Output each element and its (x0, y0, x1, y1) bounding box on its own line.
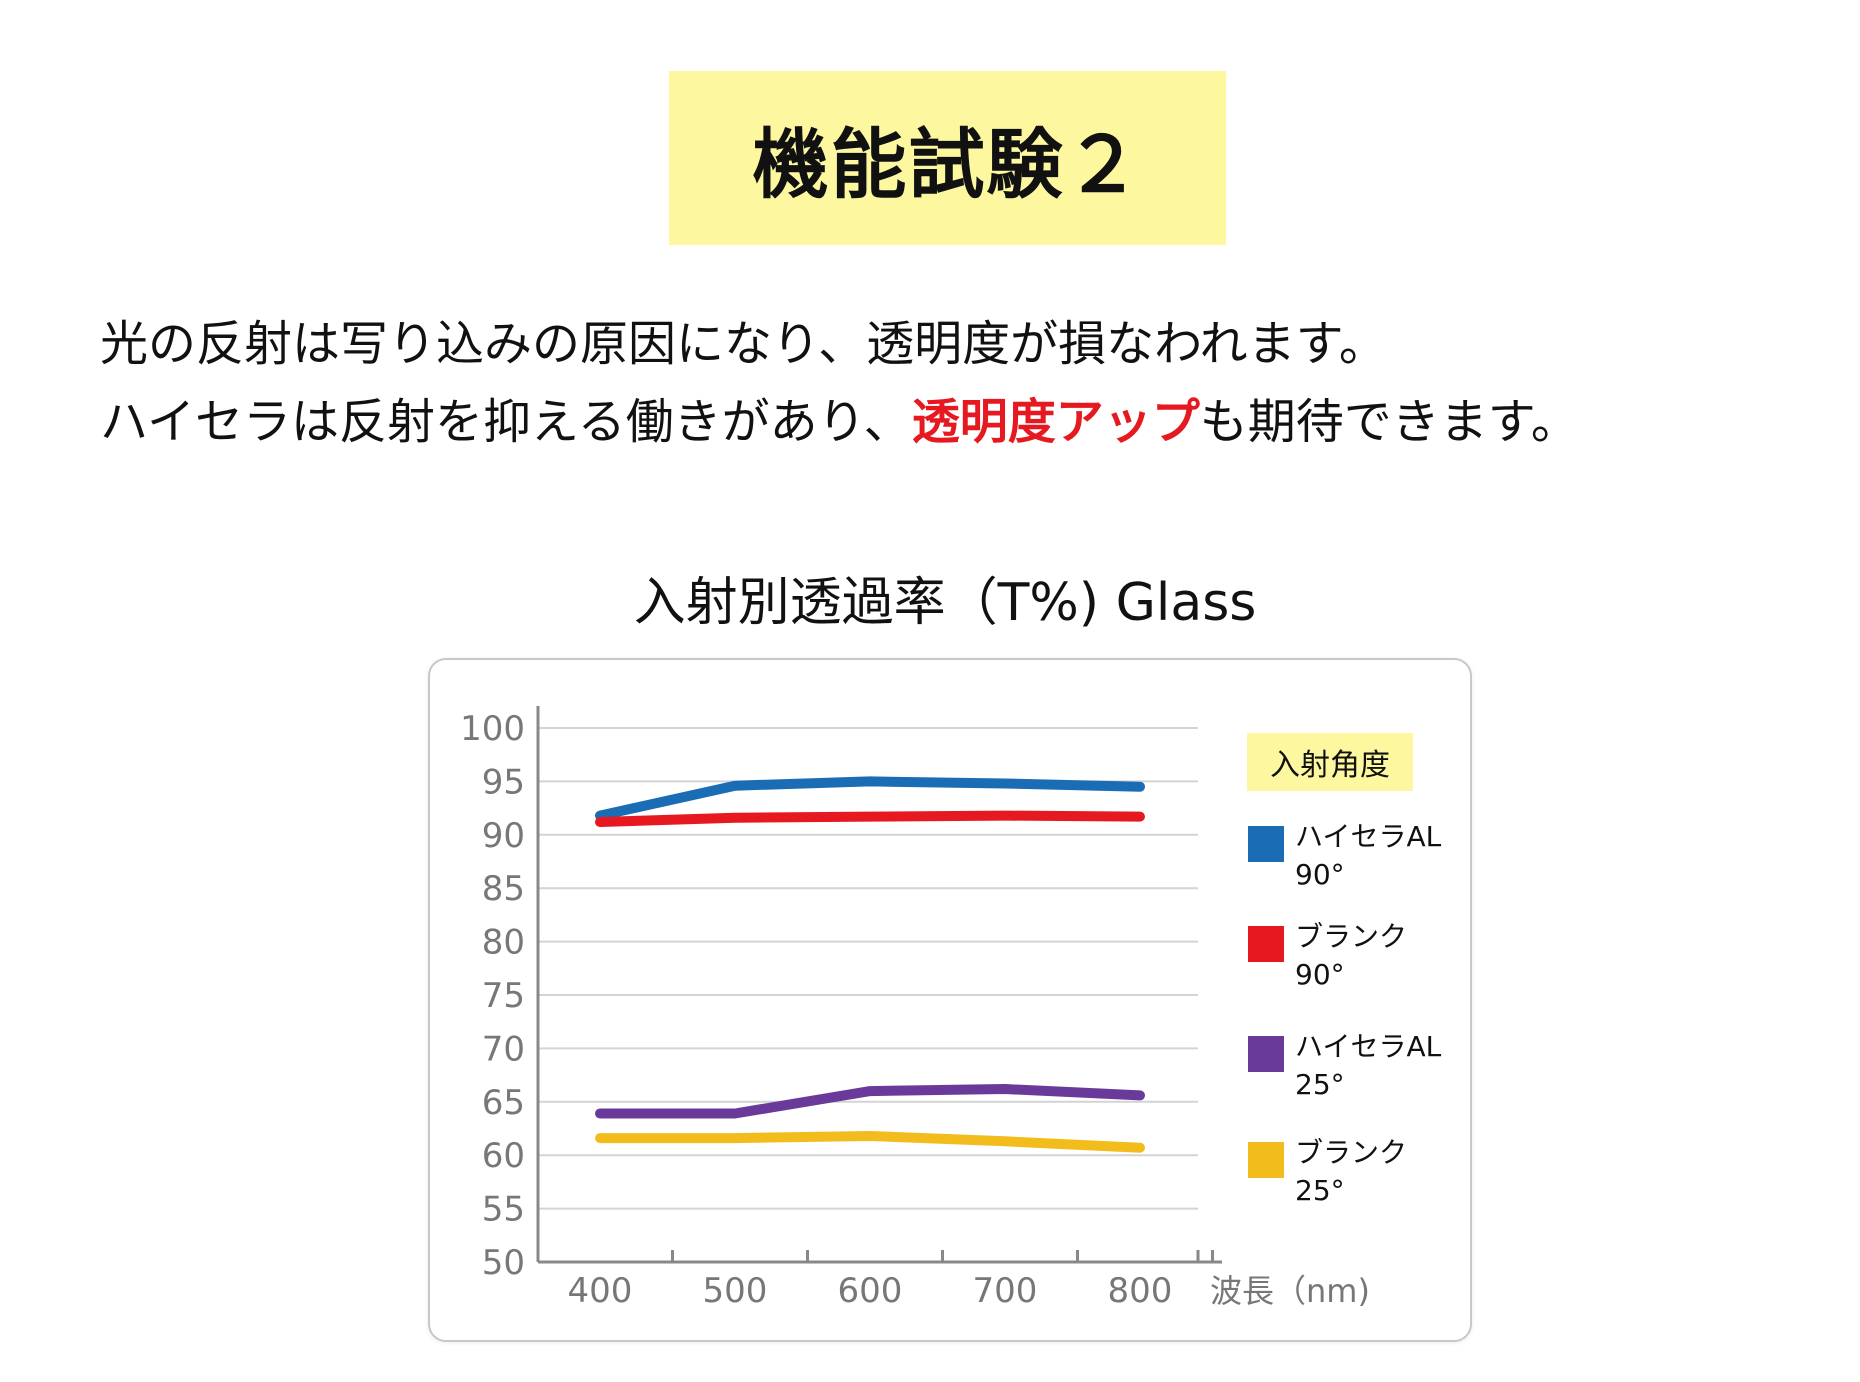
x-tick-label: 600 (838, 1271, 903, 1311)
y-tick-label: 50 (482, 1243, 525, 1283)
y-tick-label: 95 (482, 762, 525, 802)
legend-name-3: ハイセラAL (1295, 1030, 1442, 1063)
y-tick-label: 100 (460, 709, 525, 749)
y-tick-label: 60 (482, 1136, 525, 1176)
x-tick-label: 400 (568, 1271, 633, 1311)
legend-swatch-1 (1248, 826, 1284, 862)
legend-angle-3: 25° (1295, 1068, 1345, 1101)
legend-swatch-2 (1248, 926, 1284, 962)
y-tick-label: 65 (482, 1083, 525, 1123)
y-tick-label: 75 (482, 976, 525, 1016)
highlight-text: 透明度アップ (911, 394, 1200, 450)
x-axis-label: 波長（nm) (1210, 1272, 1370, 1310)
legend-swatch-4 (1248, 1142, 1284, 1178)
legend-angle-4: 25° (1295, 1174, 1345, 1207)
y-tick-label: 55 (482, 1190, 525, 1230)
x-tick-label: 700 (973, 1271, 1038, 1311)
series-line-3 (595, 1084, 1145, 1119)
heading-box: 機能試験２ (669, 71, 1226, 245)
page-title: 機能試験２ (752, 120, 1143, 209)
series-line-2 (595, 810, 1145, 827)
description: 光の反射は写り込みの原因になり、透明度が損なわれます。 ハイセラは反射を抑える働… (100, 305, 1800, 461)
description-line-2-end: も期待できます。 (1199, 394, 1579, 450)
description-line-1: 光の反射は写り込みの原因になり、透明度が損なわれます。 (100, 316, 1387, 372)
y-tick-label: 70 (482, 1029, 525, 1069)
x-tick-label: 800 (1108, 1271, 1173, 1311)
series-line-4 (595, 1131, 1145, 1153)
description-line-2-start: ハイセラは反射を抑える働きがあり、 (100, 394, 912, 450)
legend-title: 入射角度 (1270, 748, 1390, 783)
legend-name-2: ブランク (1295, 920, 1407, 953)
chart-title: 入射別透過率（T%) Glass (633, 573, 1257, 633)
legend-title-box (1247, 733, 1413, 791)
y-tick-label: 85 (482, 869, 525, 909)
legend-angle-2: 90° (1295, 958, 1345, 991)
legend-name-4: ブランク (1295, 1136, 1407, 1169)
x-tick-label: 500 (703, 1271, 768, 1311)
y-tick-label: 90 (482, 816, 525, 856)
description-line-2: ハイセラは反射を抑える働きがあり、透明度アップも期待できます。 (100, 383, 1800, 461)
legend-swatch-3 (1248, 1036, 1284, 1072)
legend-angle-1: 90° (1295, 858, 1345, 891)
series-line-1 (595, 776, 1145, 821)
y-tick-label: 80 (482, 923, 525, 963)
legend-name-1: ハイセラAL (1295, 820, 1442, 853)
